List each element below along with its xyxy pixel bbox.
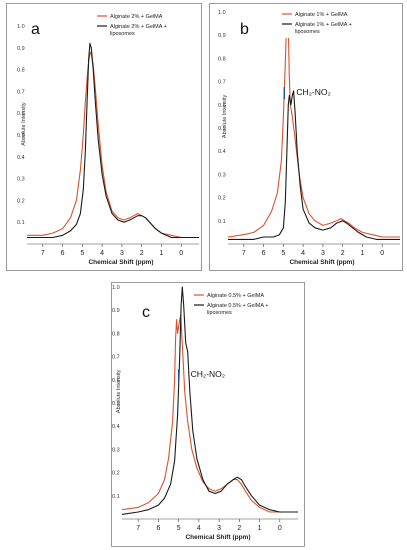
chart-panel-c: 0.1 0.2 0.3 0.4 0.5 0.6 0.7 0.8 0.9 1.0 Absolute I… [111, 282, 305, 547]
y-tick-label: 0.8 [112, 331, 120, 337]
series-line [27, 42, 199, 239]
y-tick-label: 0.9 [17, 46, 25, 52]
y-tick-label: 0.5 [17, 133, 25, 139]
x-tick-label: 2 [140, 250, 144, 257]
x-tick-label: 3 [120, 250, 124, 257]
legend: Alginate 0.5% + GelMA Alginate 0.5% + Gel… [192, 289, 302, 319]
y-tick-label: 0.8 [17, 68, 25, 74]
x-tick-label: 1 [159, 250, 163, 257]
y-axis-label: Absolute Intensity [116, 369, 122, 413]
x-tick-label: 3 [321, 250, 325, 257]
annotation-label: CH₂-NO₂ [191, 369, 225, 379]
chart-panel-b: 0.1 0.2 0.3 0.4 0.5 0.6 0.7 0.8 0.9 1.0 Absolute I… [209, 3, 403, 271]
y-tick-label: 1.0 [17, 24, 25, 30]
y-tick-label: 0.4 [17, 155, 25, 161]
x-tick-label: 6 [156, 525, 160, 532]
series-line [121, 286, 298, 515]
y-tick-label: 0.2 [112, 471, 120, 477]
x-tick-label: 5 [281, 250, 285, 257]
legend: Alginate 1% + GelMA Alginate 1% + GelMA +… [280, 8, 400, 38]
y-axis-label: Absolute Intensity [21, 102, 27, 146]
legend-label: Alginate 0.5% + GelMA [207, 293, 264, 299]
annotation-label: CH₂-NO₂ [296, 87, 330, 97]
chart-panel-a: 0.1 0.2 0.3 0.4 0.5 0.6 0.7 0.8 0.9 1.0 Absolute I… [6, 3, 202, 271]
y-tick-label: 0.7 [17, 89, 25, 95]
x-tick-label: 7 [41, 250, 45, 257]
legend-label: liposomes [207, 310, 232, 316]
y-tick-label: 0.5 [218, 126, 226, 132]
x-tick-label: 6 [262, 250, 266, 257]
chart-svg-b: 0.1 0.2 0.3 0.4 0.5 0.6 0.7 0.8 0.9 1.0 Absolute I… [218, 8, 400, 266]
legend-label: liposomes [295, 29, 320, 35]
x-tick-label: 0 [380, 250, 384, 257]
x-tick-label: 4 [197, 525, 201, 532]
y-tick-label: 1.0 [112, 285, 120, 291]
x-tick-label: 4 [100, 250, 104, 257]
panel-letter: b [240, 21, 249, 38]
legend-label: Alginate 2% + GelMA + [110, 24, 167, 30]
y-tick-label: 1.0 [218, 10, 226, 16]
panel-letter: a [31, 21, 40, 38]
y-tick-label: 0.9 [218, 33, 226, 39]
x-tick-label: 7 [242, 250, 246, 257]
y-tick-label: 0.2 [218, 196, 226, 202]
y-tick-label: 0.9 [112, 308, 120, 314]
x-axis-label: Chemical Shift (ppm) [289, 259, 354, 266]
legend-label: Alginate 2% + GelMA [110, 14, 163, 20]
x-tick-label: 1 [360, 250, 364, 257]
x-tick-label: 4 [301, 250, 305, 257]
series-line [121, 314, 298, 513]
y-tick-label: 0.6 [112, 378, 120, 384]
y-tick-label: 0.3 [218, 172, 226, 178]
x-tick-label: 0 [179, 250, 183, 257]
y-tick-label: 0.6 [17, 111, 25, 117]
y-axis-label: Absolute Intensity [222, 94, 228, 138]
y-tick-label: 0.7 [218, 80, 226, 86]
x-tick-label: 1 [258, 525, 262, 532]
y-tick-label: 0.8 [218, 56, 226, 62]
x-tick-label: 5 [177, 525, 181, 532]
y-tick-label: 0.6 [218, 103, 226, 109]
y-tick-label: 0.1 [17, 220, 25, 226]
legend-box [192, 289, 302, 319]
y-tick-label: 0.4 [218, 149, 226, 155]
y-tick-label: 0.3 [17, 177, 25, 183]
y-tick-label: 0.2 [17, 198, 25, 204]
legend-label: liposomes [110, 31, 135, 37]
x-axis-label: Chemical Shift (ppm) [88, 259, 153, 266]
y-tick-label: 0.1 [112, 494, 120, 500]
x-tick-label: 2 [341, 250, 345, 257]
x-axis-label: Chemical Shift (ppm) [185, 534, 250, 541]
x-tick-label: 0 [278, 525, 282, 532]
y-tick-label: 0.4 [112, 424, 120, 430]
legend-label: Alginate 0.5% + GelMA + [207, 303, 268, 309]
series-line [228, 90, 400, 240]
y-tick-label: 0.5 [112, 401, 120, 407]
panel-letter: c [142, 304, 150, 321]
y-tick-label: 0.3 [112, 447, 120, 453]
legend-box [95, 10, 199, 40]
series-line [27, 51, 199, 239]
chart-svg-c: 0.1 0.2 0.3 0.4 0.5 0.6 0.7 0.8 0.9 1.0 Absolute I… [112, 285, 302, 541]
x-tick-label: 7 [136, 525, 140, 532]
legend-label: Alginate 1% + GelMA [295, 12, 348, 18]
y-tick-label: 0.7 [112, 355, 120, 361]
x-tick-label: 3 [217, 525, 221, 532]
y-tick-label: 0.1 [218, 219, 226, 225]
x-tick-label: 5 [80, 250, 84, 257]
x-tick-label: 6 [61, 250, 65, 257]
legend-label: Alginate 1% + GelMA + [295, 22, 352, 28]
legend-box [280, 8, 400, 38]
x-tick-label: 2 [237, 525, 241, 532]
chart-svg-a: 0.1 0.2 0.3 0.4 0.5 0.6 0.7 0.8 0.9 1.0 Absolute I… [17, 10, 199, 266]
legend: Alginate 2% + GelMA Alginate 2% + GelMA +… [95, 10, 199, 40]
series-line [227, 11, 400, 238]
